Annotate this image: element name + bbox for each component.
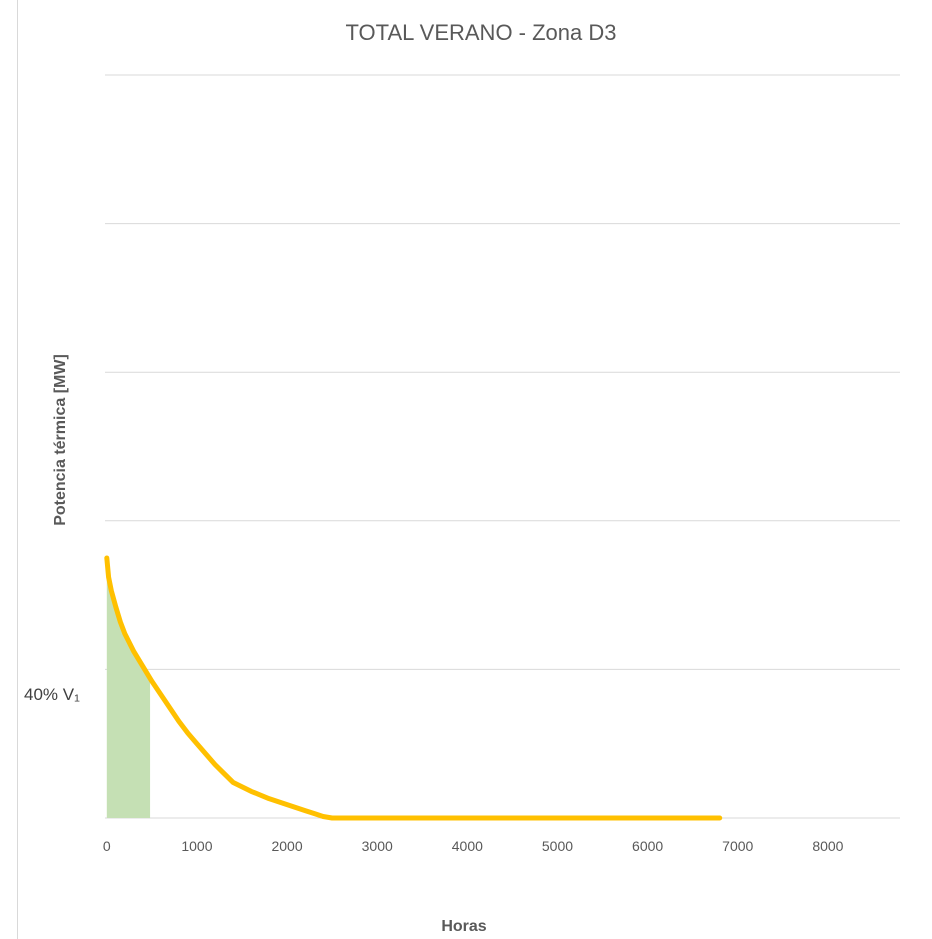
x-tick-labels: 0 1000 2000 3000 4000 5000 6000 7000 8000 [103, 838, 844, 854]
y-axis-label: Potencia térmica [MW] [52, 354, 69, 526]
shaded-area-fill [106, 557, 151, 818]
x-axis-label: Horas [441, 918, 486, 935]
gridlines [105, 74, 900, 819]
x-tick-label-3000: 3000 [362, 838, 393, 854]
left-border [0, 0, 18, 939]
series-lines [104, 555, 723, 821]
x-tick-label-8000: 8000 [812, 838, 843, 854]
x-tick-label-0: 0 [103, 838, 111, 854]
shaded-area [106, 557, 151, 818]
x-tick-label-7000: 7000 [722, 838, 753, 854]
x-tick-label-1000: 1000 [181, 838, 212, 854]
shaded-region-label: 40% V₁ [24, 685, 80, 704]
x-tick-label-4000: 4000 [452, 838, 483, 854]
x-tick-label-6000: 6000 [632, 838, 663, 854]
chart-title: TOTAL VERANO - Zona D3 [345, 20, 616, 45]
x-tick-label-5000: 5000 [542, 838, 573, 854]
series-line [104, 555, 723, 821]
x-tick-label-2000: 2000 [271, 838, 302, 854]
